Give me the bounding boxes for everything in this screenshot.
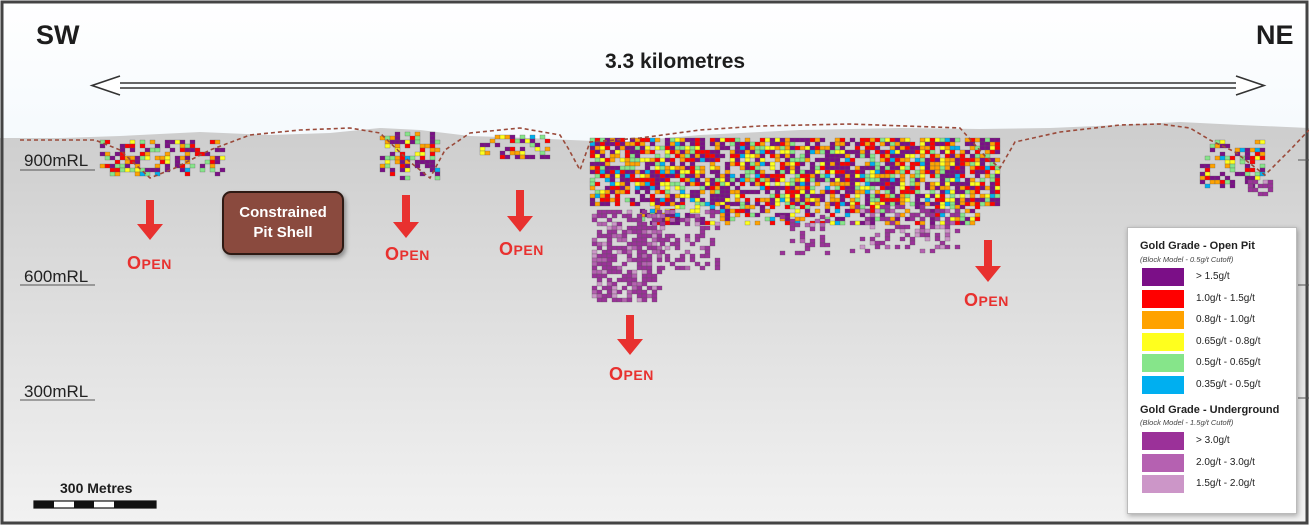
- legend-open-pit-label: 0.8g/t - 1.0g/t: [1196, 314, 1255, 325]
- open-down-arrow-icon: [507, 190, 533, 232]
- open-label-cap: O: [127, 253, 142, 273]
- sw-direction-label: SW: [36, 20, 80, 50]
- open-label-rest: PEN: [978, 293, 1009, 309]
- legend-open-pit-swatch: [1142, 311, 1184, 329]
- legend-open-pit-swatch: [1142, 289, 1184, 308]
- legend-open-pit-label: 0.35g/t - 0.5g/t: [1196, 378, 1261, 390]
- legend-underground-label: 1.5g/t - 2.0g/t: [1196, 478, 1255, 489]
- legend-open-pit-subtitle: (Block Model - 0.5g/t Cutoff): [1140, 255, 1234, 264]
- open-label-cap: O: [964, 290, 979, 310]
- open-label-rest: PEN: [399, 247, 430, 263]
- rl-label-300: 300mRL: [24, 382, 89, 401]
- open-label-rest: PEN: [623, 367, 654, 383]
- legend-underground-label: 2.0g/t - 3.0g/t: [1196, 456, 1255, 468]
- pit-shell-line2: Pit Shell: [253, 224, 313, 241]
- open-arrows: [137, 190, 1001, 355]
- span-double-arrow: [89, 75, 1267, 96]
- open-down-arrow-icon: [617, 315, 643, 355]
- span-length-label: 3.3 kilometres: [605, 50, 746, 73]
- open-label-3: OPEN: [499, 239, 544, 260]
- rl-lines: [20, 159, 1309, 401]
- open-label-cap: O: [499, 239, 514, 259]
- legend-open-pit-swatch: [1142, 375, 1184, 394]
- legend-open-pit-label: 1.0g/t - 1.5g/t: [1196, 292, 1255, 304]
- open-down-arrow-icon: [393, 195, 419, 238]
- open-down-arrow-icon: [137, 200, 163, 240]
- legend-open-pit-swatch: [1142, 332, 1184, 351]
- legend-underground-label: > 3.0g/t: [1196, 435, 1230, 446]
- legend-open-pit-swatch: [1142, 354, 1184, 372]
- legend-open-pit-title: Gold Grade - Open Pit: [1140, 240, 1255, 252]
- pit-shell-outline: [20, 123, 1309, 180]
- rl-label-900: 900mRL: [24, 151, 89, 170]
- legend-underground-swatch: [1142, 453, 1184, 472]
- legend-underground-subtitle: (Block Model - 1.5g/t Cutoff): [1140, 418, 1234, 427]
- open-label-cap: O: [385, 244, 400, 264]
- legend-underground-swatch: [1142, 432, 1184, 450]
- ne-direction-label: NE: [1256, 20, 1294, 50]
- open-label-5: OPEN: [964, 290, 1009, 311]
- open-down-arrow-icon: [975, 240, 1001, 282]
- open-label-rest: PEN: [513, 242, 544, 258]
- legend-open-pit-label: > 1.5g/t: [1196, 271, 1230, 282]
- legend-underground-swatch: [1142, 475, 1184, 493]
- open-label-rest: PEN: [141, 256, 172, 272]
- block-model: [99, 131, 1274, 303]
- legend-open-pit-label: 0.5g/t - 0.65g/t: [1196, 357, 1261, 368]
- open-label-cap: O: [609, 364, 624, 384]
- open-label-2: OPEN: [385, 244, 430, 265]
- legend-open-pit-label: 0.65g/t - 0.8g/t: [1196, 335, 1261, 347]
- legend-box: Gold Grade - Open Pit (Block Model - 0.5…: [1127, 227, 1297, 514]
- scale-bar-label: 300 Metres: [60, 480, 133, 496]
- scale-bar-graphic: [33, 500, 157, 509]
- constrained-pit-shell-label: Constrained Pit Shell: [222, 191, 344, 255]
- legend-open-pit-swatch: [1142, 268, 1184, 286]
- legend-underground-title: Gold Grade - Underground: [1140, 404, 1280, 416]
- open-label-1: OPEN: [127, 253, 172, 274]
- pit-shell-line1: Constrained: [239, 204, 327, 221]
- rl-label-600: 600mRL: [24, 267, 89, 286]
- open-label-4: OPEN: [609, 364, 654, 385]
